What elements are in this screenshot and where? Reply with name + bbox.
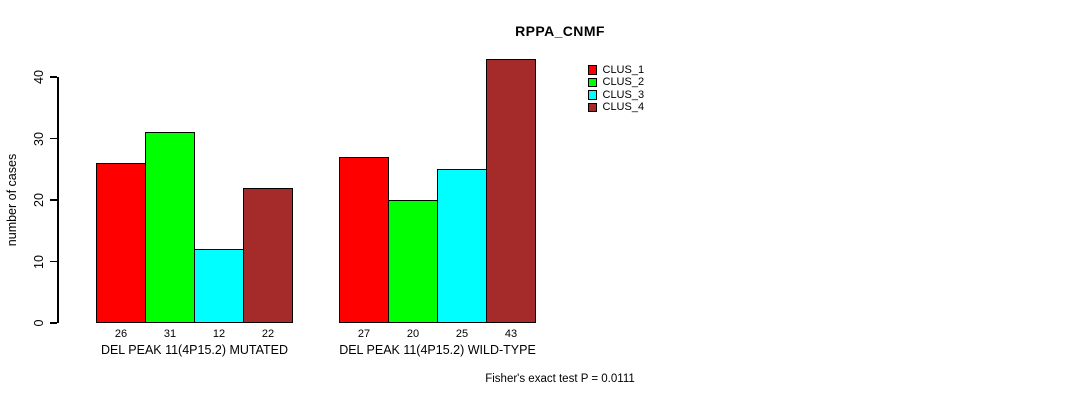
bar-value-label: 22 — [261, 328, 275, 340]
legend-label-clus_3: CLUS_3 — [602, 88, 645, 101]
legend-label-clus_2: CLUS_2 — [602, 76, 645, 88]
bar-clus_3 — [437, 169, 487, 323]
y-tick-label: 40 — [32, 70, 46, 84]
bar-value-label: 12 — [212, 328, 226, 340]
y-tick-mark — [50, 137, 57, 140]
y-tick-label: 30 — [32, 131, 46, 146]
bar-clus_4 — [243, 188, 293, 323]
bar-clus_1 — [339, 157, 389, 323]
legend-swatch-clus_2 — [587, 77, 597, 87]
bar-value-label: 26 — [114, 328, 128, 340]
y-tick-label: 20 — [32, 193, 46, 207]
bar-clus_2 — [388, 200, 438, 323]
y-axis-label: number of cases — [5, 153, 19, 247]
fisher-test-footnote: Fisher's exact test P = 0.0111 — [485, 373, 635, 385]
bar-clus_1 — [96, 163, 146, 323]
chart-title: RPPA_CNMF — [515, 23, 605, 39]
y-tick-mark — [50, 260, 57, 263]
bar-clus_4 — [486, 59, 536, 323]
bar-value-label: 20 — [406, 328, 420, 340]
y-tick-label: 10 — [32, 254, 46, 269]
y-tick-mark — [50, 322, 57, 324]
y-tick-mark — [50, 76, 57, 78]
legend-swatch-clus_1 — [587, 65, 597, 75]
bar-value-label: 31 — [163, 328, 177, 340]
bar-value-label: 43 — [504, 328, 518, 340]
bar-value-label: 27 — [357, 328, 371, 340]
y-tick-mark — [50, 199, 57, 201]
y-tick-label: 0 — [32, 319, 46, 327]
bar-value-label: 25 — [455, 328, 469, 340]
y-axis-line — [57, 77, 59, 323]
legend-label-clus_4: CLUS_4 — [602, 101, 645, 113]
bar-clus_3 — [194, 249, 244, 323]
group-label: DEL PEAK 11(4P15.2) MUTATED — [100, 343, 289, 357]
legend-label-clus_1: CLUS_1 — [602, 63, 645, 76]
bar-clus_2 — [145, 132, 195, 323]
legend-swatch-clus_3 — [587, 90, 597, 100]
legend-swatch-clus_4 — [587, 102, 597, 112]
group-label: DEL PEAK 11(4P15.2) WILD-TYPE — [339, 343, 536, 357]
